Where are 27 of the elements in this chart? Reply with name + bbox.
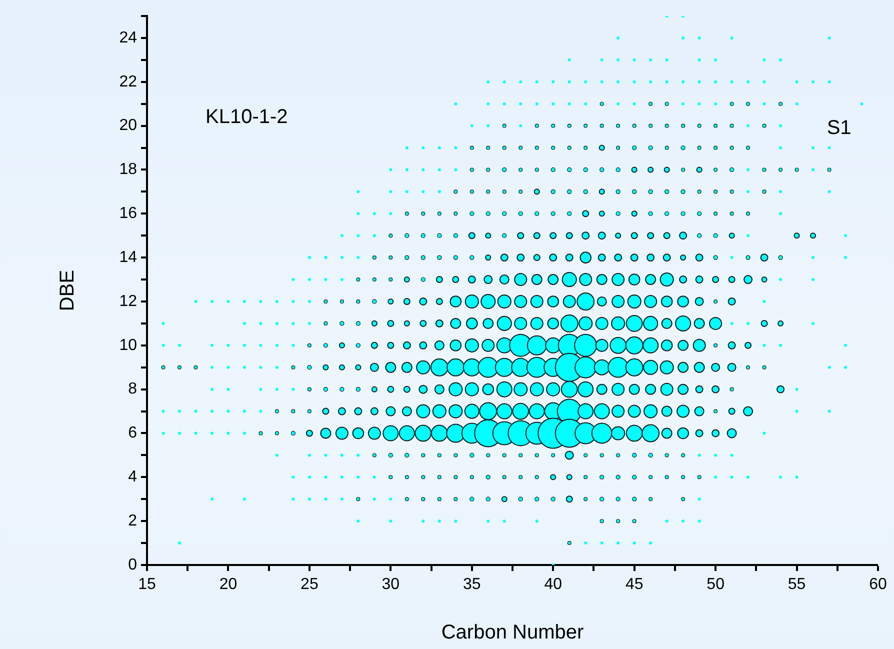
- y-axis-title: DBE: [56, 270, 79, 312]
- annotation: KL10-1-2: [205, 106, 288, 128]
- x-tick-label: 30: [382, 576, 400, 594]
- y-tick-label: 22: [119, 73, 138, 90]
- y-tick-label: 8: [128, 380, 138, 398]
- x-tick-label: 35: [462, 576, 481, 594]
- y-tick-label: 10: [119, 336, 138, 354]
- annotation: S1: [826, 117, 852, 140]
- y-tick-label: 20: [119, 117, 138, 134]
- x-tick-label: 20: [219, 576, 238, 594]
- x-tick-label: 25: [300, 576, 318, 594]
- x-tick-label: 40: [544, 576, 562, 594]
- y-tick-label: 18: [119, 161, 138, 178]
- x-tick-label: 55: [788, 576, 806, 594]
- y-tick-label: 6: [128, 424, 138, 442]
- x-axis-title: Carbon Number: [441, 622, 584, 644]
- y-tick-label: 24: [119, 29, 138, 46]
- y-tick-label: 2: [128, 512, 138, 530]
- y-tick-label: 14: [119, 248, 138, 266]
- y-tick-label: 4: [128, 468, 138, 486]
- x-tick-label: 45: [625, 576, 644, 594]
- y-tick-label: 0: [128, 556, 138, 574]
- y-tick-label: 16: [119, 205, 138, 222]
- x-tick-label: 15: [138, 576, 156, 594]
- x-tick-label: 60: [869, 576, 887, 594]
- y-tick-label: 12: [119, 292, 138, 310]
- x-tick-label: 50: [706, 576, 725, 594]
